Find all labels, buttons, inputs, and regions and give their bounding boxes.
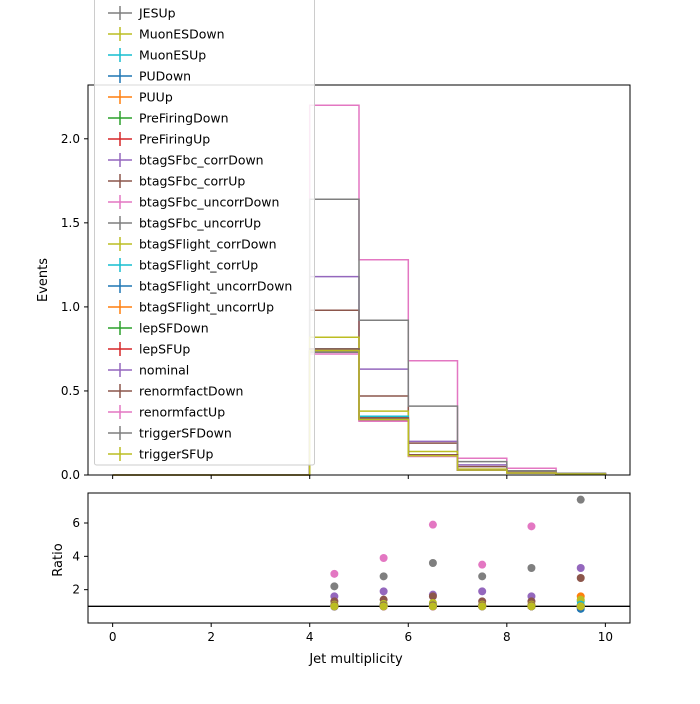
legend-label-1: MuonESDown	[139, 27, 225, 42]
top-y-tick-label-2: 1.0	[61, 300, 80, 314]
ratio-point-7-3	[478, 587, 487, 596]
legend-label-19: renormfactUp	[139, 405, 225, 420]
top-panel-series	[112, 104, 607, 476]
legend-label-11: btagSFlight_corrDown	[139, 237, 277, 252]
top-y-axis-label: Events	[36, 258, 51, 302]
bottom-x-axis: 0 2 4 6 8 10	[109, 623, 613, 644]
legend-label-17: nominal	[139, 363, 189, 378]
legend-label-0: JESUp	[138, 6, 176, 21]
legend-label-4: PUUp	[139, 90, 173, 105]
x-tick-label-4: 8	[503, 630, 511, 644]
top-y-tick-label-1: 0.5	[61, 384, 80, 398]
legend-label-3: PUDown	[139, 69, 191, 84]
top-y-tick-label-4: 2.0	[61, 132, 80, 146]
legend-label-8: btagSFbc_corrUp	[139, 174, 245, 189]
ratio-point-21-5	[576, 602, 585, 611]
legend-label-9: btagSFbc_uncorrDown	[139, 195, 279, 210]
x-tick-label-1: 2	[207, 630, 215, 644]
legend-label-20: triggerSFDown	[139, 426, 232, 441]
top-y-tick-label-0: 0.0	[61, 468, 80, 482]
ratio-point-8-5	[576, 574, 585, 582]
legend-label-12: btagSFlight_corrUp	[139, 258, 258, 273]
ratio-point-21-0	[330, 602, 339, 611]
legend-label-5: PreFiringDown	[139, 111, 229, 126]
top-y-axis: 0.0 0.5 1.0 1.5 2.0	[61, 132, 88, 482]
bottom-y-axis-label: Ratio	[51, 543, 66, 576]
ratio-point-10-0	[330, 582, 339, 591]
bottom-y-tick-label-1: 4	[72, 549, 80, 563]
legend-label-16: lepSFUp	[139, 342, 190, 357]
series-step-21	[112, 349, 607, 476]
legend-label-10: btagSFbc_uncorrUp	[139, 216, 261, 231]
top-x-axis-ticks	[112, 475, 606, 479]
ratio-point-10-3	[478, 572, 487, 581]
legend-label-18: renormfactDown	[139, 384, 243, 399]
ratio-point-21-4	[527, 602, 536, 611]
ratio-point-21-3	[478, 602, 487, 611]
ratio-points	[330, 495, 585, 613]
ratio-point-8-2	[428, 592, 437, 601]
legend-label-14: btagSFlight_uncorrUp	[139, 300, 274, 315]
legend-label-15: lepSFDown	[139, 321, 209, 336]
x-tick-label-5: 10	[598, 630, 613, 644]
ratio-point-10-4	[527, 564, 536, 572]
x-axis-label: Jet multiplicity	[308, 652, 403, 667]
ratio-point-7-5	[576, 564, 585, 572]
bottom-y-axis: 2 4 6	[72, 516, 88, 597]
legend-label-6: PreFiringUp	[139, 132, 210, 147]
ratio-point-9-0	[330, 569, 339, 578]
top-panel-frame	[87, 84, 631, 476]
x-tick-label-0: 0	[109, 630, 117, 644]
bottom-panel-background	[88, 493, 630, 623]
ratio-point-9-3	[478, 560, 487, 569]
legend-label-13: btagSFlight_uncorrDown	[139, 279, 292, 294]
ratio-point-21-1	[379, 602, 388, 611]
legend-label-7: btagSFbc_corrDown	[139, 153, 264, 168]
ratio-point-9-4	[527, 522, 536, 531]
ratio-point-10-1	[379, 572, 388, 581]
bottom-y-tick-label-2: 6	[72, 516, 80, 530]
bottom-panel-frame	[87, 492, 631, 624]
ratio-point-21-2	[428, 602, 437, 611]
ratio-point-9-2	[428, 520, 437, 529]
ratio-point-10-2	[428, 559, 437, 567]
ratio-point-7-1	[379, 587, 388, 596]
legend-label-21: triggerSFUp	[139, 447, 213, 462]
legend-frame	[94, 0, 315, 466]
legend-label-2: MuonESUp	[139, 48, 206, 63]
bottom-y-tick-label-0: 2	[72, 583, 80, 597]
x-tick-label-2: 4	[306, 630, 314, 644]
ratio-point-10-5	[576, 495, 585, 504]
top-y-tick-label-3: 1.5	[61, 216, 80, 230]
ratio-point-9-1	[379, 554, 388, 562]
legend: JESUp MuonESDown MuonESUp PUDown PUUp PreFiri…	[94, 0, 315, 466]
x-tick-label-3: 6	[404, 630, 412, 644]
